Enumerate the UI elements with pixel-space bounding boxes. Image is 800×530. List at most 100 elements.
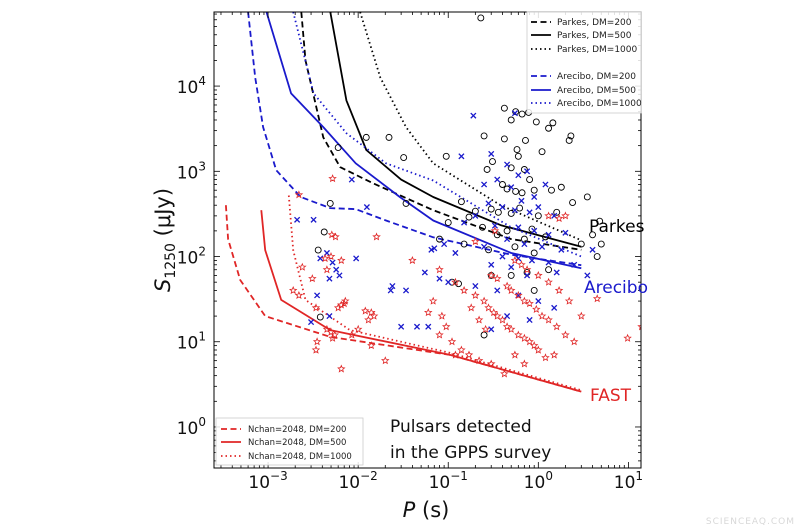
curve-arecibo-solid [265, 12, 582, 270]
legend-entry: Arecibo, DM=500 [557, 86, 636, 96]
circle-point [528, 225, 536, 233]
star-point [577, 311, 586, 320]
curve-fast-dotted [287, 195, 582, 392]
cross-point [589, 246, 596, 253]
cross-point [515, 255, 522, 262]
star-point [514, 330, 523, 339]
star-point [492, 274, 502, 283]
circle-point [548, 186, 555, 194]
x-tick-label: 10−1 [429, 469, 468, 493]
circle-point [549, 119, 557, 127]
star-point [592, 294, 602, 303]
star-point [466, 303, 476, 312]
star-point [369, 311, 379, 320]
star-point [623, 333, 632, 342]
star-point [294, 290, 304, 299]
circle-point [518, 189, 526, 197]
cross-point [353, 255, 360, 262]
cross-point [584, 272, 591, 279]
star-point [322, 324, 332, 333]
cross-point [504, 161, 511, 168]
circle-point [597, 240, 605, 248]
star-point [569, 337, 579, 346]
circle-point [485, 246, 492, 254]
star-point [471, 290, 480, 299]
cross-point [458, 153, 465, 160]
star-point [502, 322, 512, 331]
label-parkes: Parkes [589, 217, 645, 237]
legend-entry: Nchan=2048, DM=200 [248, 425, 346, 435]
circle-point [522, 137, 529, 144]
star-point [490, 226, 500, 235]
star-point [474, 356, 484, 365]
curve-arecibo-dashed [247, 12, 582, 267]
star-point [331, 232, 340, 241]
cross-point [307, 319, 315, 326]
circle-point [483, 166, 491, 173]
cross-point [329, 259, 336, 266]
circle-point [526, 176, 534, 184]
cross-point [499, 253, 506, 260]
star-point [561, 211, 570, 220]
circle-point [471, 207, 479, 215]
circle-point [520, 166, 528, 173]
cross-point [402, 287, 410, 294]
circle-point [512, 188, 520, 195]
cross-point [553, 269, 560, 276]
star-point [441, 322, 451, 331]
star-point [479, 296, 489, 305]
circle-point [320, 228, 328, 236]
cross-point [504, 313, 511, 320]
circle-point [593, 253, 601, 260]
star-point [484, 303, 493, 312]
legend-bottom-left: Nchan=2048, DM=200 Nchan=2048, DM=500 Ncha… [215, 417, 364, 466]
y-tick-label: 104 [177, 74, 206, 98]
circle-point [507, 164, 515, 172]
star-point [457, 345, 466, 354]
circle-point [436, 235, 443, 243]
circle-point [567, 132, 575, 140]
star-point [554, 213, 564, 223]
circle-point [596, 217, 604, 225]
circle-point [402, 199, 410, 207]
circle-point [499, 181, 506, 188]
cross-point [491, 222, 499, 229]
cross-point [535, 204, 542, 211]
star-point [500, 369, 509, 378]
star-point [522, 265, 532, 274]
star-point [520, 296, 529, 305]
circle-point [511, 243, 519, 251]
circle-point [538, 148, 546, 156]
star-point [288, 285, 298, 295]
star-point [532, 304, 541, 313]
circle-point [542, 233, 549, 241]
star-point [328, 333, 337, 342]
legend-entry: Parkes, DM=1000 [557, 45, 637, 55]
star-point [367, 341, 376, 350]
circle-point [487, 205, 495, 213]
cross-point [526, 209, 533, 216]
cross-point [545, 231, 552, 238]
circle-point [513, 146, 521, 153]
cross-point [515, 172, 522, 179]
circle-point [460, 240, 468, 248]
y-tick-label: 102 [177, 245, 206, 269]
star-point [502, 281, 512, 290]
star-point [328, 174, 337, 183]
cross-point [314, 292, 321, 299]
star-point [506, 285, 516, 295]
circle-point [553, 208, 561, 216]
star-point [544, 277, 553, 286]
circle-point [530, 286, 538, 294]
cross-point [508, 264, 515, 271]
cross-point [524, 168, 531, 175]
cross-point [538, 243, 546, 250]
cross-point [494, 287, 501, 294]
cross-point [504, 236, 511, 243]
cross-point [472, 212, 479, 219]
circle-point [507, 210, 515, 217]
star-point [451, 277, 460, 286]
cross-point [528, 257, 536, 264]
cross-point [317, 255, 324, 262]
star-point [537, 311, 547, 320]
